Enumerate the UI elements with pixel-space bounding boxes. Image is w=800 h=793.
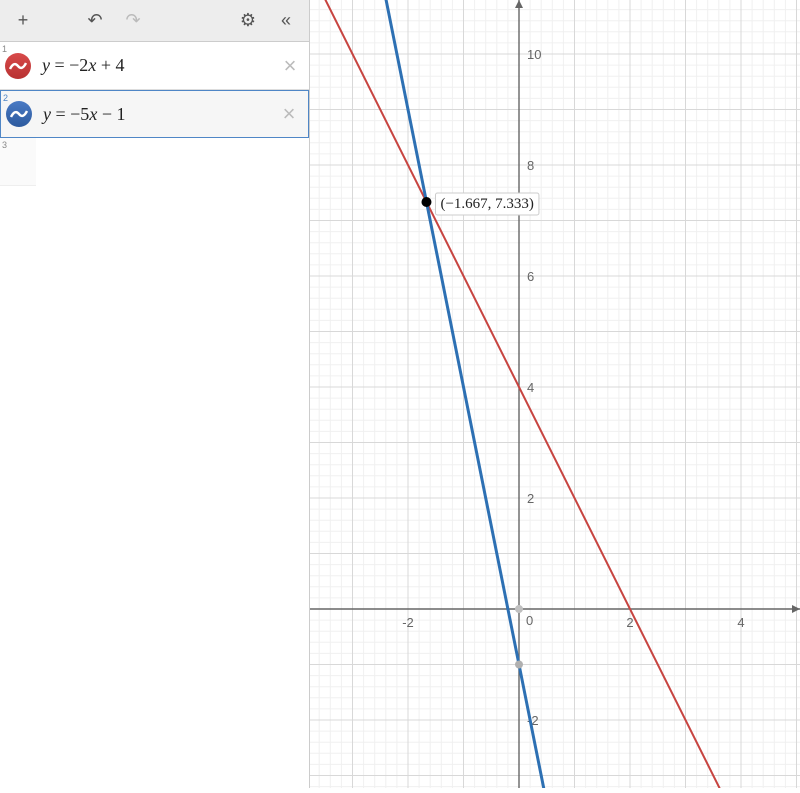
redo-button[interactable]: ↷ [116, 6, 150, 36]
expression-list: 1 y = −2x + 4 × 2 y = −5x − 1 × [0, 42, 309, 788]
expression-color-icon[interactable] [5, 53, 31, 79]
undo-button[interactable]: ↶ [78, 6, 112, 36]
svg-text:-2: -2 [402, 615, 414, 630]
svg-text:2: 2 [527, 491, 534, 506]
delete-expression-button[interactable]: × [275, 51, 305, 81]
delete-expression-button[interactable]: × [274, 99, 304, 129]
settings-button[interactable]: ⚙ [231, 6, 265, 36]
toolbar: + ↶ ↷ ⚙ « [0, 0, 309, 42]
svg-text:4: 4 [527, 380, 534, 395]
add-button[interactable]: + [6, 6, 40, 36]
svg-text:10: 10 [527, 47, 541, 62]
expression-row-1[interactable]: 1 y = −2x + 4 × [0, 42, 309, 90]
expression-index: 3 [2, 140, 7, 150]
intersection-point[interactable] [421, 197, 431, 207]
svg-text:2: 2 [626, 615, 633, 630]
svg-text:8: 8 [527, 158, 534, 173]
expression-color-icon[interactable] [6, 101, 32, 127]
line-blue[interactable] [310, 0, 800, 788]
intersection-label: (−1.667, 7.333) [440, 196, 533, 212]
expression-formula[interactable]: y = −5x − 1 [37, 104, 274, 125]
expression-panel: + ↶ ↷ ⚙ « 1 y = −2x + 4 × 2 [0, 0, 310, 788]
svg-text:6: 6 [527, 269, 534, 284]
expression-formula[interactable]: y = −2x + 4 [36, 55, 275, 76]
svg-text:4: 4 [737, 615, 744, 630]
graph-canvas[interactable]: -224-22468100(−1.667, 7.333) [310, 0, 800, 788]
expression-row-empty[interactable]: 3 [0, 138, 36, 186]
expression-row-2[interactable]: 2 y = −5x − 1 × [0, 90, 309, 138]
collapse-button[interactable]: « [269, 6, 303, 36]
line-red[interactable] [310, 0, 800, 788]
svg-text:0: 0 [526, 613, 533, 628]
